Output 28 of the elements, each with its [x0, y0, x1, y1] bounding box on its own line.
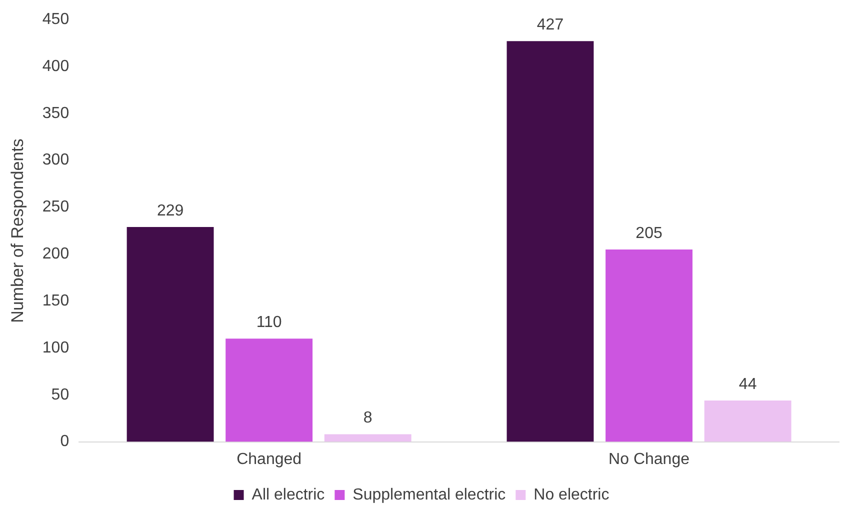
data-label: 110: [256, 314, 282, 331]
y-tick-label: 50: [51, 386, 70, 404]
data-label: 205: [636, 224, 662, 242]
data-label: 44: [738, 376, 757, 393]
y-tick-label: 200: [42, 246, 70, 263]
y-tick-label: 150: [42, 292, 70, 310]
legend-label: Supplemental electric: [352, 486, 506, 504]
bar: [324, 434, 412, 442]
data-label: 229: [156, 202, 184, 220]
legend-label: No electric: [534, 486, 610, 504]
y-tick-label: 350: [42, 104, 70, 122]
bar: [506, 41, 594, 442]
bar: [126, 226, 214, 442]
bar: [606, 249, 692, 442]
x-tick-label: Changed: [236, 450, 302, 468]
y-tick-label: 450: [42, 11, 70, 28]
y-axis-title: Number of Respondents: [8, 138, 27, 323]
y-tick-label: 0: [60, 433, 70, 450]
y-tick-label: 400: [42, 58, 70, 75]
y-tick-label: 300: [42, 152, 70, 169]
legend-label: All electric: [252, 486, 325, 504]
bar: [226, 338, 313, 442]
y-tick-label: 250: [42, 198, 70, 216]
bar: [704, 400, 792, 442]
x-tick-label: No Change: [608, 450, 690, 468]
data-label: 8: [363, 410, 372, 427]
data-label: 427: [536, 16, 564, 34]
y-tick-label: 100: [42, 339, 70, 356]
